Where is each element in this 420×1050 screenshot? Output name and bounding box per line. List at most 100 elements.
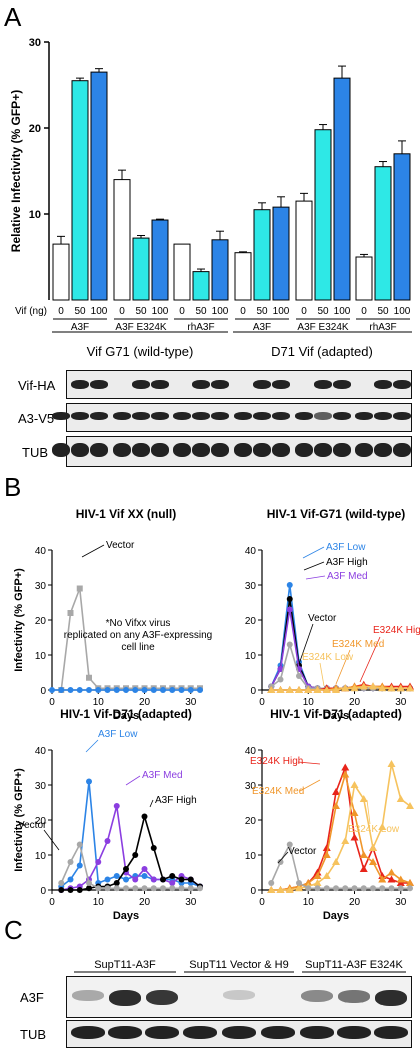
y-tick-label: 20 xyxy=(35,616,47,627)
data-point xyxy=(369,844,377,851)
dose-label: 50 xyxy=(256,306,268,317)
x-axis-title: Days xyxy=(323,910,349,922)
data-point xyxy=(350,781,359,788)
blot-c-tub-band xyxy=(71,1026,106,1039)
data-point xyxy=(286,582,293,588)
dose-label: 50 xyxy=(195,306,207,317)
dose-label: 0 xyxy=(58,306,64,317)
data-point xyxy=(396,684,405,692)
series-label: E324K Med xyxy=(332,639,384,650)
blot-c-tub-band xyxy=(182,1026,217,1039)
x-tick-label: 0 xyxy=(49,697,55,708)
blot-a-band xyxy=(393,380,411,389)
x-tick-label: 20 xyxy=(139,697,151,708)
data-point xyxy=(277,859,284,865)
x-tick-label: 10 xyxy=(303,697,315,708)
x-axis-title: Days xyxy=(323,710,349,722)
series-line xyxy=(271,763,411,891)
data-point xyxy=(304,686,313,693)
blot-a-band xyxy=(52,443,70,457)
data-point xyxy=(123,885,129,892)
group-label: A3F E324K xyxy=(297,322,348,333)
blot-a-band xyxy=(272,412,290,420)
bar xyxy=(173,243,191,301)
data-point xyxy=(350,809,359,816)
data-point xyxy=(378,684,387,692)
data-point xyxy=(268,880,275,886)
blot-c-group-label: SupT11 Vector & H9 xyxy=(189,959,288,971)
label-leader xyxy=(297,761,321,765)
data-point xyxy=(132,885,139,892)
label-leader xyxy=(359,636,381,683)
chart-title: HIV-1 Vif XX (null) xyxy=(76,507,176,521)
data-point xyxy=(123,687,129,693)
series-label: A3F High xyxy=(155,795,197,806)
data-point xyxy=(378,875,387,883)
bar xyxy=(151,219,169,301)
data-point xyxy=(322,844,331,851)
bar xyxy=(333,77,351,301)
data-point xyxy=(150,876,157,883)
x-tick-label: 30 xyxy=(185,897,197,908)
data-point xyxy=(387,760,396,767)
blot-a-band xyxy=(192,412,210,420)
blot-a-band xyxy=(272,380,290,389)
data-point xyxy=(406,684,414,692)
data-point xyxy=(141,885,148,892)
data-point xyxy=(313,879,322,886)
data-point xyxy=(341,837,350,844)
data-point xyxy=(86,880,92,886)
data-point xyxy=(360,885,367,892)
series-label: E324K High xyxy=(373,625,420,636)
blot-a-band xyxy=(173,412,191,420)
blot-a-band xyxy=(113,412,131,420)
dose-label: 50 xyxy=(74,306,86,317)
data-point xyxy=(187,687,194,693)
y-tick-label: 40 xyxy=(35,546,47,557)
data-point xyxy=(277,676,284,683)
data-point xyxy=(286,841,293,848)
data-point xyxy=(286,606,293,613)
data-point xyxy=(286,641,293,648)
data-point xyxy=(113,885,120,892)
data-point xyxy=(369,682,377,690)
series-label: E324K Med xyxy=(252,786,304,797)
data-point xyxy=(169,880,176,886)
data-point xyxy=(332,788,340,795)
data-point xyxy=(396,795,405,802)
chart-title: HIV-1 Vif-D71 (adapted) xyxy=(270,707,402,721)
data-point xyxy=(285,886,294,893)
y-tick-label: 30 xyxy=(245,781,257,792)
data-point xyxy=(187,876,194,883)
series-label: E324K Low xyxy=(302,652,354,663)
blot-a-band xyxy=(393,443,411,457)
data-point xyxy=(67,887,74,893)
series-line xyxy=(271,685,410,691)
data-point xyxy=(178,687,185,693)
blot-a-band xyxy=(71,380,89,389)
data-point xyxy=(341,770,350,778)
data-point xyxy=(132,876,139,883)
y-tick-label: 20 xyxy=(245,816,257,827)
data-point xyxy=(104,876,111,883)
data-point xyxy=(104,838,111,844)
blot-a-band xyxy=(173,443,191,457)
series-label: E324K Low xyxy=(348,824,400,835)
bar xyxy=(113,179,131,301)
blot-a-band xyxy=(211,443,229,457)
blot-c-label-a3f: A3F xyxy=(20,990,44,1005)
label-leader xyxy=(149,799,154,808)
panel-letter-a: A xyxy=(4,2,22,32)
blot-c-a3f-band xyxy=(72,990,105,1001)
data-point xyxy=(160,687,166,693)
blot-a-band xyxy=(71,412,89,420)
y-tick-label: 0 xyxy=(40,686,46,697)
section-label-d71: D71 Vif (adapted) xyxy=(271,344,373,359)
data-point xyxy=(86,674,92,681)
blot-a-band xyxy=(314,380,332,389)
blot-a-band xyxy=(314,443,332,457)
bar xyxy=(132,237,150,301)
blot-a-band xyxy=(234,412,252,420)
blot-a-band xyxy=(52,412,70,420)
blot-a-band xyxy=(333,443,351,457)
